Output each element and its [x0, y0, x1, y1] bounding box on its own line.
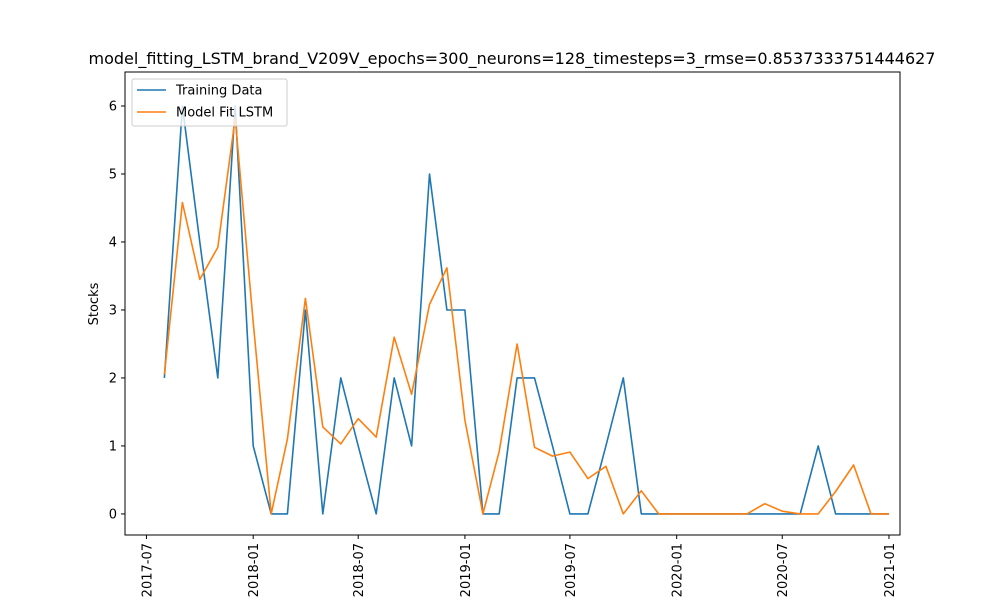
x-tick-label-3: 2019-01: [459, 543, 474, 597]
series-line-1: [163, 117, 889, 515]
x-tick-label-2: 2018-07: [352, 543, 367, 597]
legend: Training Data Model Fit LSTM: [131, 78, 288, 127]
legend-label-1: Model Fit LSTM: [176, 106, 273, 121]
y-tick-label-6: 6: [109, 99, 117, 114]
y-axis: 0 1 2 3 4 5 6: [109, 99, 125, 522]
x-tick-label-5: 2020-01: [671, 543, 686, 597]
x-tick-label-1: 2018-01: [247, 543, 262, 597]
y-tick-label-3: 3: [109, 303, 117, 318]
series-line-0: [163, 105, 889, 515]
x-axis: 2017-07 2018-01 2018-07 2019-01 2019-07 2020-…: [140, 535, 898, 597]
y-tick-label-2: 2: [109, 371, 117, 386]
legend-box: [131, 78, 288, 127]
y-axis-label: Stocks: [87, 282, 102, 325]
x-tick-label-0: 2017-07: [140, 543, 155, 597]
plot-series: [163, 105, 889, 515]
legend-label-0: Training Data: [175, 84, 262, 99]
x-tick-label-6: 2020-07: [776, 543, 791, 597]
plot-frame: [124, 71, 901, 536]
y-tick-label-4: 4: [109, 235, 117, 250]
y-tick-label-1: 1: [109, 439, 117, 454]
x-tick-label-7: 2021-01: [883, 543, 898, 597]
y-tick-label-5: 5: [109, 167, 117, 182]
x-tick-label-4: 2019-07: [564, 543, 579, 597]
y-tick-label-0: 0: [109, 507, 117, 522]
chart-title: model_fitting_LSTM_brand_V209V_epochs=30…: [89, 49, 936, 69]
